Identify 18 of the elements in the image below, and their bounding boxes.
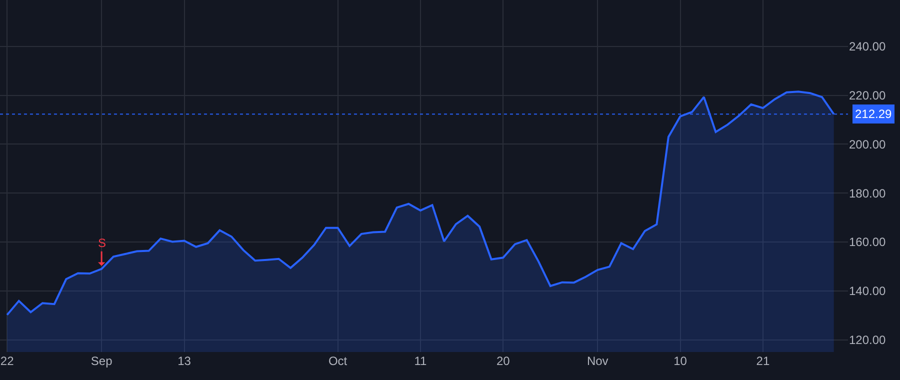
y-tick-label: 240.00	[849, 40, 886, 54]
x-tick-label: 13	[178, 354, 192, 368]
x-tick-label: 20	[496, 354, 510, 368]
x-tick-label: Sep	[90, 354, 113, 368]
y-tick-label: 200.00	[849, 137, 886, 152]
y-tick-label: 180.00	[849, 186, 886, 200]
y-tick-label: 140.00	[849, 284, 886, 298]
y-tick-label: 120.00	[849, 332, 886, 347]
x-tick-label: 10	[674, 354, 688, 368]
y-tick-label: 160.00	[849, 235, 886, 250]
x-tick-label: Oct	[328, 354, 348, 368]
y-tick-label: 220.00	[849, 88, 886, 103]
x-tick-label: Nov	[586, 354, 608, 368]
x-tick-label: 22	[0, 354, 14, 368]
annotation: S	[98, 236, 106, 250]
x-tick-label: 21	[756, 354, 770, 368]
ref-line-label: 212.29	[855, 107, 892, 121]
x-tick-label: 11	[414, 354, 428, 368]
